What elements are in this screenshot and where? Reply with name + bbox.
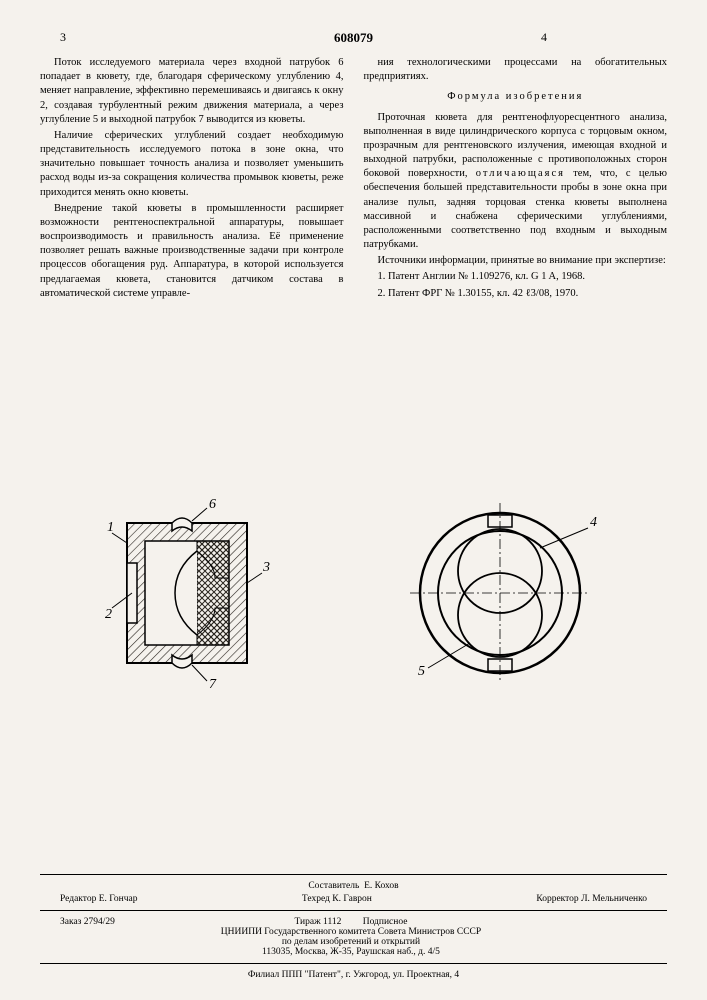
claim-text: тем, что, с целью обеспечения боль­шей п… — [364, 168, 668, 250]
claim-paragraph: Проточная кювета для рентгенофлуоресцент… — [364, 111, 668, 253]
corrector: Корректор Л. Мельниченко — [536, 894, 647, 904]
figure-label: 1 — [107, 520, 114, 535]
paragraph: Поток исследуемого материала через входн… — [40, 56, 344, 127]
figures-row: 1 2 3 6 7 — [40, 333, 667, 854]
formula-heading: Формула изобретения — [364, 90, 668, 104]
reference-item: 2. Патент ФРГ № 1.30155, кл. 42 ℓ3/08, 1… — [364, 287, 668, 301]
compiler-line: Составитель Е. Кохов — [40, 881, 667, 891]
figure-label: 2 — [105, 607, 112, 622]
right-column: ния технологическими процессами на обога… — [364, 56, 668, 303]
text-columns: Поток исследуемого материала через входн… — [40, 56, 667, 303]
footer-branch: Филиал ППП "Патент", г. Ужгород, ул. Про… — [40, 964, 667, 980]
left-column: Поток исследуемого материала через входн… — [40, 56, 344, 303]
footer-credits: Редактор Е. Гончар Техред К. Гаврон Корр… — [40, 894, 667, 911]
references-intro: Источники информации, принятые во вниман… — [364, 254, 668, 268]
footer: Составитель Е. Кохов Редактор Е. Гончар … — [40, 874, 667, 980]
figure-label: 4 — [590, 515, 597, 530]
order-number: Заказ 2794/29 — [60, 917, 115, 927]
publisher-block: Тираж 1112 Подписное ЦНИИПИ Государствен… — [115, 917, 587, 957]
figure-label: 6 — [209, 497, 216, 512]
paragraph: Наличие сферических углублений создает н… — [40, 129, 344, 200]
paragraph: Внедрение такой кюветы в промышленности … — [40, 202, 344, 301]
figure-label: 3 — [262, 560, 270, 575]
figure-2: 4 5 — [390, 493, 610, 693]
figure-label: 7 — [209, 677, 217, 692]
figure-1: 1 2 3 6 7 — [97, 493, 277, 693]
footer-publication: Заказ 2794/29 Тираж 1112 Подписное ЦНИИП… — [40, 911, 667, 964]
editor: Редактор Е. Гончар — [60, 894, 138, 904]
patent-number: 608079 — [334, 30, 373, 45]
techred: Техред К. Гаврон — [302, 894, 372, 904]
reference-item: 1. Патент Англии № 1.109276, кл. G 1 A, … — [364, 270, 668, 284]
claim-emphasis: отличаю­щаяся — [476, 168, 565, 179]
page-number-left: 3 — [60, 30, 66, 45]
page-header: 3 608079 4 — [40, 30, 667, 46]
figure-label: 5 — [418, 664, 425, 679]
page-number-right: 4 — [541, 30, 547, 45]
paragraph: ния технологическими процессами на обога… — [364, 56, 668, 84]
